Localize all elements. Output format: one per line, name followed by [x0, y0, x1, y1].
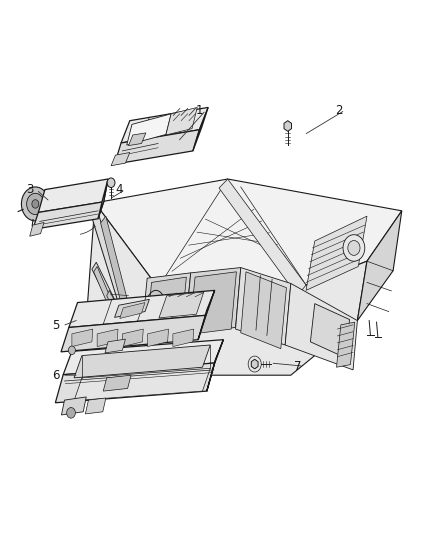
Polygon shape: [311, 304, 350, 358]
Circle shape: [343, 235, 365, 261]
Polygon shape: [105, 339, 125, 353]
Polygon shape: [284, 120, 292, 131]
Polygon shape: [236, 268, 291, 345]
Text: 4: 4: [115, 183, 123, 196]
Polygon shape: [120, 303, 145, 318]
Text: 7: 7: [293, 360, 301, 373]
Circle shape: [68, 346, 75, 354]
Polygon shape: [128, 133, 146, 146]
Polygon shape: [92, 262, 130, 336]
Circle shape: [21, 187, 49, 221]
Polygon shape: [357, 211, 402, 320]
Text: 2: 2: [335, 103, 343, 117]
Text: 5: 5: [52, 319, 60, 333]
Circle shape: [32, 200, 39, 208]
Polygon shape: [74, 345, 210, 378]
Polygon shape: [72, 329, 93, 346]
Polygon shape: [85, 398, 106, 414]
Polygon shape: [127, 114, 171, 145]
Polygon shape: [89, 203, 148, 382]
Polygon shape: [185, 268, 241, 333]
Polygon shape: [241, 272, 286, 349]
Polygon shape: [95, 179, 402, 288]
Polygon shape: [207, 340, 223, 391]
Polygon shape: [189, 272, 237, 334]
Polygon shape: [193, 108, 208, 151]
Circle shape: [27, 193, 44, 215]
Polygon shape: [69, 290, 215, 327]
Polygon shape: [39, 179, 108, 213]
Polygon shape: [219, 179, 306, 296]
Text: 1: 1: [196, 103, 203, 117]
Polygon shape: [159, 292, 204, 318]
Polygon shape: [101, 216, 147, 383]
Circle shape: [67, 408, 75, 418]
Polygon shape: [74, 368, 210, 401]
Polygon shape: [198, 290, 215, 340]
Text: 6: 6: [52, 369, 60, 382]
Polygon shape: [306, 216, 367, 290]
Text: 3: 3: [26, 183, 33, 196]
Polygon shape: [98, 179, 108, 219]
Polygon shape: [115, 130, 199, 164]
Circle shape: [107, 178, 115, 188]
Polygon shape: [61, 397, 86, 415]
Polygon shape: [86, 203, 367, 375]
Polygon shape: [97, 329, 118, 346]
Circle shape: [348, 240, 360, 255]
Polygon shape: [33, 202, 104, 229]
Polygon shape: [121, 108, 208, 143]
Polygon shape: [103, 375, 131, 391]
Polygon shape: [336, 322, 355, 367]
Polygon shape: [166, 108, 197, 135]
Polygon shape: [141, 273, 191, 335]
Polygon shape: [94, 266, 125, 338]
Polygon shape: [122, 329, 143, 346]
Polygon shape: [55, 363, 215, 403]
Polygon shape: [115, 300, 149, 317]
Polygon shape: [111, 152, 130, 166]
Polygon shape: [148, 329, 169, 346]
Polygon shape: [30, 222, 44, 236]
Polygon shape: [173, 329, 194, 346]
Polygon shape: [146, 277, 186, 338]
Polygon shape: [285, 284, 357, 370]
Polygon shape: [61, 316, 206, 352]
Polygon shape: [107, 290, 130, 336]
Polygon shape: [63, 340, 223, 375]
Polygon shape: [251, 359, 258, 369]
